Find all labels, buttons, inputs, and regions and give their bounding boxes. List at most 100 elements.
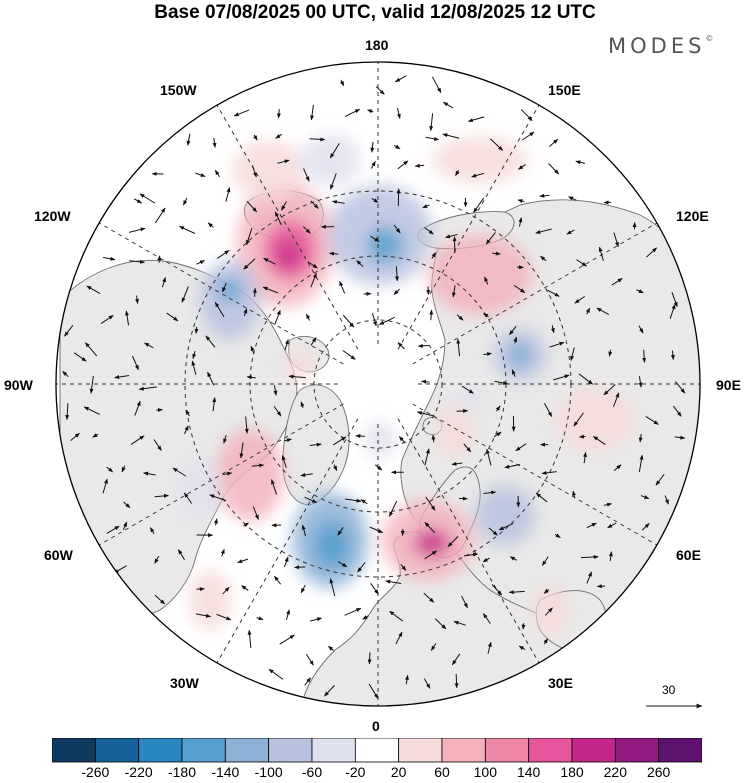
wind-arrow: [310, 337, 317, 346]
wind-arrow: [574, 295, 586, 304]
lon-label-90w: 90W: [4, 377, 33, 393]
wind-arrow: [640, 495, 650, 500]
wind-arrow: [310, 200, 319, 209]
wind-arrow: [344, 108, 361, 118]
wind-arrow: [310, 104, 315, 121]
wind-arrow: [596, 307, 610, 316]
wind-arrow: [216, 250, 230, 259]
wind-arrow: [252, 165, 257, 178]
wind-arrow: [575, 160, 586, 165]
wind-arrow: [424, 448, 430, 466]
wind-arrow: [670, 350, 675, 361]
wind-arrow: [498, 522, 514, 531]
wind-arrow: [310, 272, 317, 288]
meridian-line: [412, 403, 658, 546]
wind-arrow: [664, 495, 669, 505]
wind-arrow: [362, 615, 369, 620]
wind-arrow: [442, 133, 460, 139]
wind-arrow: [195, 172, 206, 177]
wind-arrow: [508, 590, 525, 595]
colorbar-tick-label: -140: [211, 764, 240, 780]
wind-arrow: [288, 374, 306, 379]
wind-arrow: [213, 518, 218, 526]
wind-arrow: [576, 259, 587, 267]
wind-arrow: [129, 259, 146, 264]
wind-arrow: [106, 525, 120, 534]
colorbar-swatch: [441, 738, 486, 763]
wind-arrow: [357, 562, 366, 573]
colorbar-swatch: [484, 738, 530, 763]
wind-arrow: [243, 522, 249, 528]
wind-arrow: [370, 160, 376, 169]
wind-arrow: [454, 673, 459, 689]
wind-arrow: [423, 678, 431, 689]
wind-arrow: [541, 470, 557, 475]
wind-arrow: [370, 141, 375, 153]
wind-arrow: [549, 341, 565, 348]
wind-arrow: [580, 555, 599, 559]
wind-arrow: [157, 255, 162, 263]
modes-logo: MODES©: [608, 34, 713, 58]
wind-arrow: [324, 685, 335, 697]
wind-arrow: [73, 352, 87, 362]
wind-arrow: [305, 313, 311, 321]
wind-arrow: [424, 227, 434, 235]
wind-arrow: [122, 521, 128, 530]
wind-arrow: [328, 645, 334, 651]
wind-arrow: [135, 295, 140, 305]
anomaly-blob: [178, 462, 222, 518]
wind-arrow: [194, 326, 199, 334]
wind-arrow: [483, 313, 489, 318]
wind-arrow: [596, 584, 606, 589]
wind-arrow: [284, 438, 292, 443]
wind-arrow: [539, 193, 550, 198]
wind-arrow: [239, 442, 244, 459]
anomaly-blob: [232, 140, 304, 200]
colorbar-tick-label: -100: [254, 764, 283, 780]
wind-arrow: [486, 448, 492, 466]
wind-arrow: [300, 401, 305, 408]
wind-arrow: [611, 277, 623, 286]
wind-arrow: [455, 169, 460, 177]
wind-arrow: [121, 465, 126, 473]
wind-arrow: [586, 571, 592, 584]
wind-arrow: [192, 350, 197, 360]
wind-arrow: [645, 247, 658, 258]
wind-arrow: [274, 575, 282, 585]
lon-label-0: 0: [372, 718, 380, 734]
colorbar-tick-label: -220: [124, 764, 153, 780]
wind-arrow: [544, 607, 553, 616]
wind-arrow: [429, 309, 434, 321]
meridian-line: [98, 222, 344, 365]
wind-arrow: [309, 137, 326, 142]
wind-arrow: [484, 276, 489, 285]
wind-arrow: [252, 506, 259, 520]
wind-arrow: [456, 314, 464, 321]
wind-arrow: [608, 551, 613, 562]
wind-arrow: [456, 338, 461, 357]
wind-arrow: [225, 187, 231, 202]
wind-arrow: [431, 76, 442, 94]
wind-arrow: [414, 163, 425, 168]
anomaly-blob: [475, 485, 535, 545]
wind-arrow: [329, 578, 336, 597]
wind-arrow: [417, 343, 430, 348]
wind-arrow: [123, 501, 131, 509]
colorbar-tick-label: -60: [301, 764, 323, 780]
wind-arrow: [337, 561, 348, 568]
wind-arrow: [482, 613, 491, 624]
wind-arrow: [233, 109, 250, 117]
anomaly-blob: [364, 422, 396, 458]
colorbar-tick-label: 180: [560, 764, 584, 780]
wind-arrow: [92, 433, 99, 438]
wind-arrow: [247, 629, 252, 648]
wind-arrow: [544, 402, 553, 418]
wind-arrow: [212, 137, 217, 148]
wind-arrow: [302, 226, 311, 234]
colorbar-tick-label: 60: [434, 764, 450, 780]
anomaly-blob: [188, 570, 232, 630]
wind-arrow: [243, 308, 248, 317]
wind-arrow: [195, 613, 211, 618]
wind-arrow: [367, 652, 372, 665]
wind-arrow: [268, 668, 284, 680]
